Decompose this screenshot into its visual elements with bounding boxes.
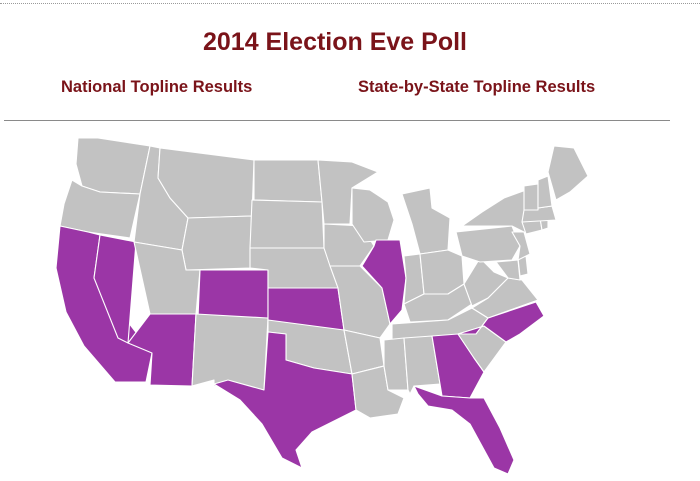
header-divider [4,120,670,121]
state-fl[interactable] [413,385,515,475]
state-me[interactable] [547,145,589,201]
state-or[interactable] [59,179,141,239]
page-title: 2014 Election Eve Poll [202,28,467,56]
state-wi[interactable] [351,187,395,243]
state-oh[interactable] [419,249,465,295]
state-nv[interactable] [93,234,137,344]
state-sd[interactable] [249,199,325,249]
us-states-map [0,128,700,481]
state-co[interactable] [197,269,269,321]
state-mo[interactable] [329,265,391,339]
state-il[interactable] [361,239,407,325]
state-nd[interactable] [253,159,323,203]
state-nm[interactable] [191,313,269,391]
top-dotted-rule [0,3,700,4]
state-pa[interactable] [455,225,521,263]
state-by-state-topline-results-link[interactable]: State-by-State Topline Results [358,78,596,96]
state-wa[interactable] [75,137,151,195]
state-nh[interactable] [537,175,553,209]
state-md[interactable] [495,259,521,281]
state-mn[interactable] [317,159,379,225]
state-vt[interactable] [523,183,539,211]
state-mi[interactable] [401,187,451,255]
state-ms[interactable] [383,337,409,391]
us-map-svg [55,137,589,475]
national-topline-results-link[interactable]: National Topline Results [61,78,253,96]
state-wy[interactable] [181,215,253,271]
state-nj[interactable] [511,231,531,261]
state-tx[interactable] [213,331,357,469]
